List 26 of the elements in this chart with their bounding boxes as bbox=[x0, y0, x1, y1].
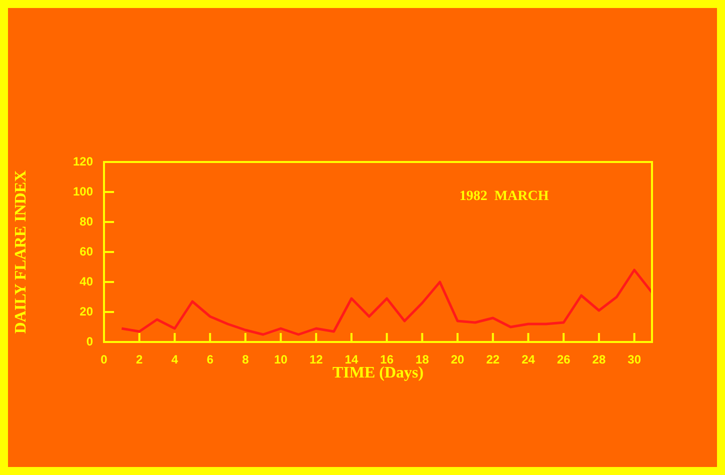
x-tick-label: 4 bbox=[171, 352, 178, 367]
x-tick-label: 30 bbox=[628, 352, 642, 367]
x-tick-label: 2 bbox=[136, 352, 144, 367]
y-tick-label: 40 bbox=[80, 274, 94, 288]
x-tick-label: 8 bbox=[242, 352, 250, 367]
y-tick-label: 60 bbox=[80, 244, 94, 258]
x-tick-label: 18 bbox=[416, 352, 430, 367]
x-tick-label: 20 bbox=[450, 352, 465, 367]
x-tick-label: 24 bbox=[522, 352, 536, 367]
x-tick-label: 22 bbox=[486, 352, 500, 367]
y-tick-label: 20 bbox=[80, 304, 94, 318]
annotation: 1982 MARCH bbox=[459, 188, 549, 204]
x-tick-label: 26 bbox=[556, 352, 571, 367]
y-tick-label: 0 bbox=[86, 334, 94, 348]
y-tick-label: 100 bbox=[72, 184, 94, 198]
x-axis-title: TIME (Days) bbox=[332, 364, 424, 382]
y-tick-label: 120 bbox=[72, 154, 94, 168]
x-tick-label: 10 bbox=[274, 352, 288, 367]
x-tick-label: 14 bbox=[344, 352, 358, 367]
x-tick-label: 12 bbox=[309, 352, 324, 367]
x-tick-label: 0 bbox=[100, 352, 108, 367]
y-tick-label: 80 bbox=[80, 214, 94, 228]
y-axis-title: DAILY FLARE INDEX bbox=[12, 170, 30, 334]
x-tick-label: 28 bbox=[592, 352, 606, 367]
x-tick-label: 6 bbox=[206, 352, 214, 367]
x-tick-label: 16 bbox=[380, 352, 394, 367]
